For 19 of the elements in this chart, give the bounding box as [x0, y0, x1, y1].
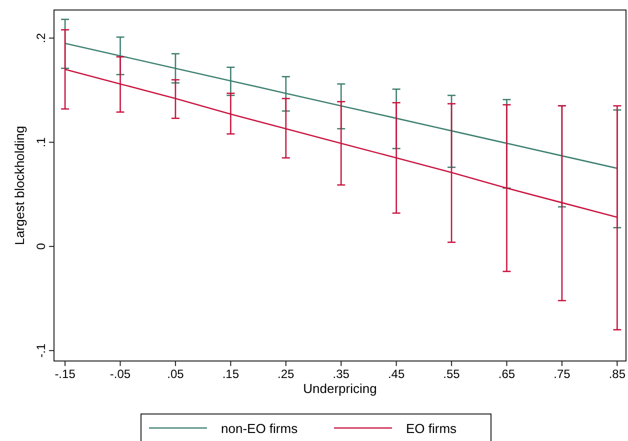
x-tick-label: .75 — [554, 367, 571, 381]
legend-label: non-EO firms — [221, 421, 298, 436]
legend-label: EO firms — [406, 421, 458, 436]
x-tick-label: -.15 — [54, 367, 76, 381]
x-tick-label: .45 — [388, 367, 405, 381]
x-tick-label: .65 — [498, 367, 516, 381]
y-tick-label: .2 — [34, 32, 48, 44]
y-axis-title: Largest blockholding — [12, 126, 27, 246]
y-tick-label: .1 — [34, 136, 48, 148]
x-tick-label: -.05 — [110, 367, 131, 381]
x-tick-label: .15 — [222, 367, 240, 381]
x-tick-label: .05 — [167, 367, 184, 381]
x-tick-label: .25 — [278, 367, 295, 381]
x-axis-title: Underpricing — [303, 381, 377, 396]
x-tick-label: .85 — [608, 367, 626, 381]
x-tick-label: .55 — [443, 367, 460, 381]
y-tick-label: 0 — [34, 242, 48, 250]
x-tick-label: .35 — [332, 367, 350, 381]
y-tick-label: -.1 — [34, 343, 48, 358]
